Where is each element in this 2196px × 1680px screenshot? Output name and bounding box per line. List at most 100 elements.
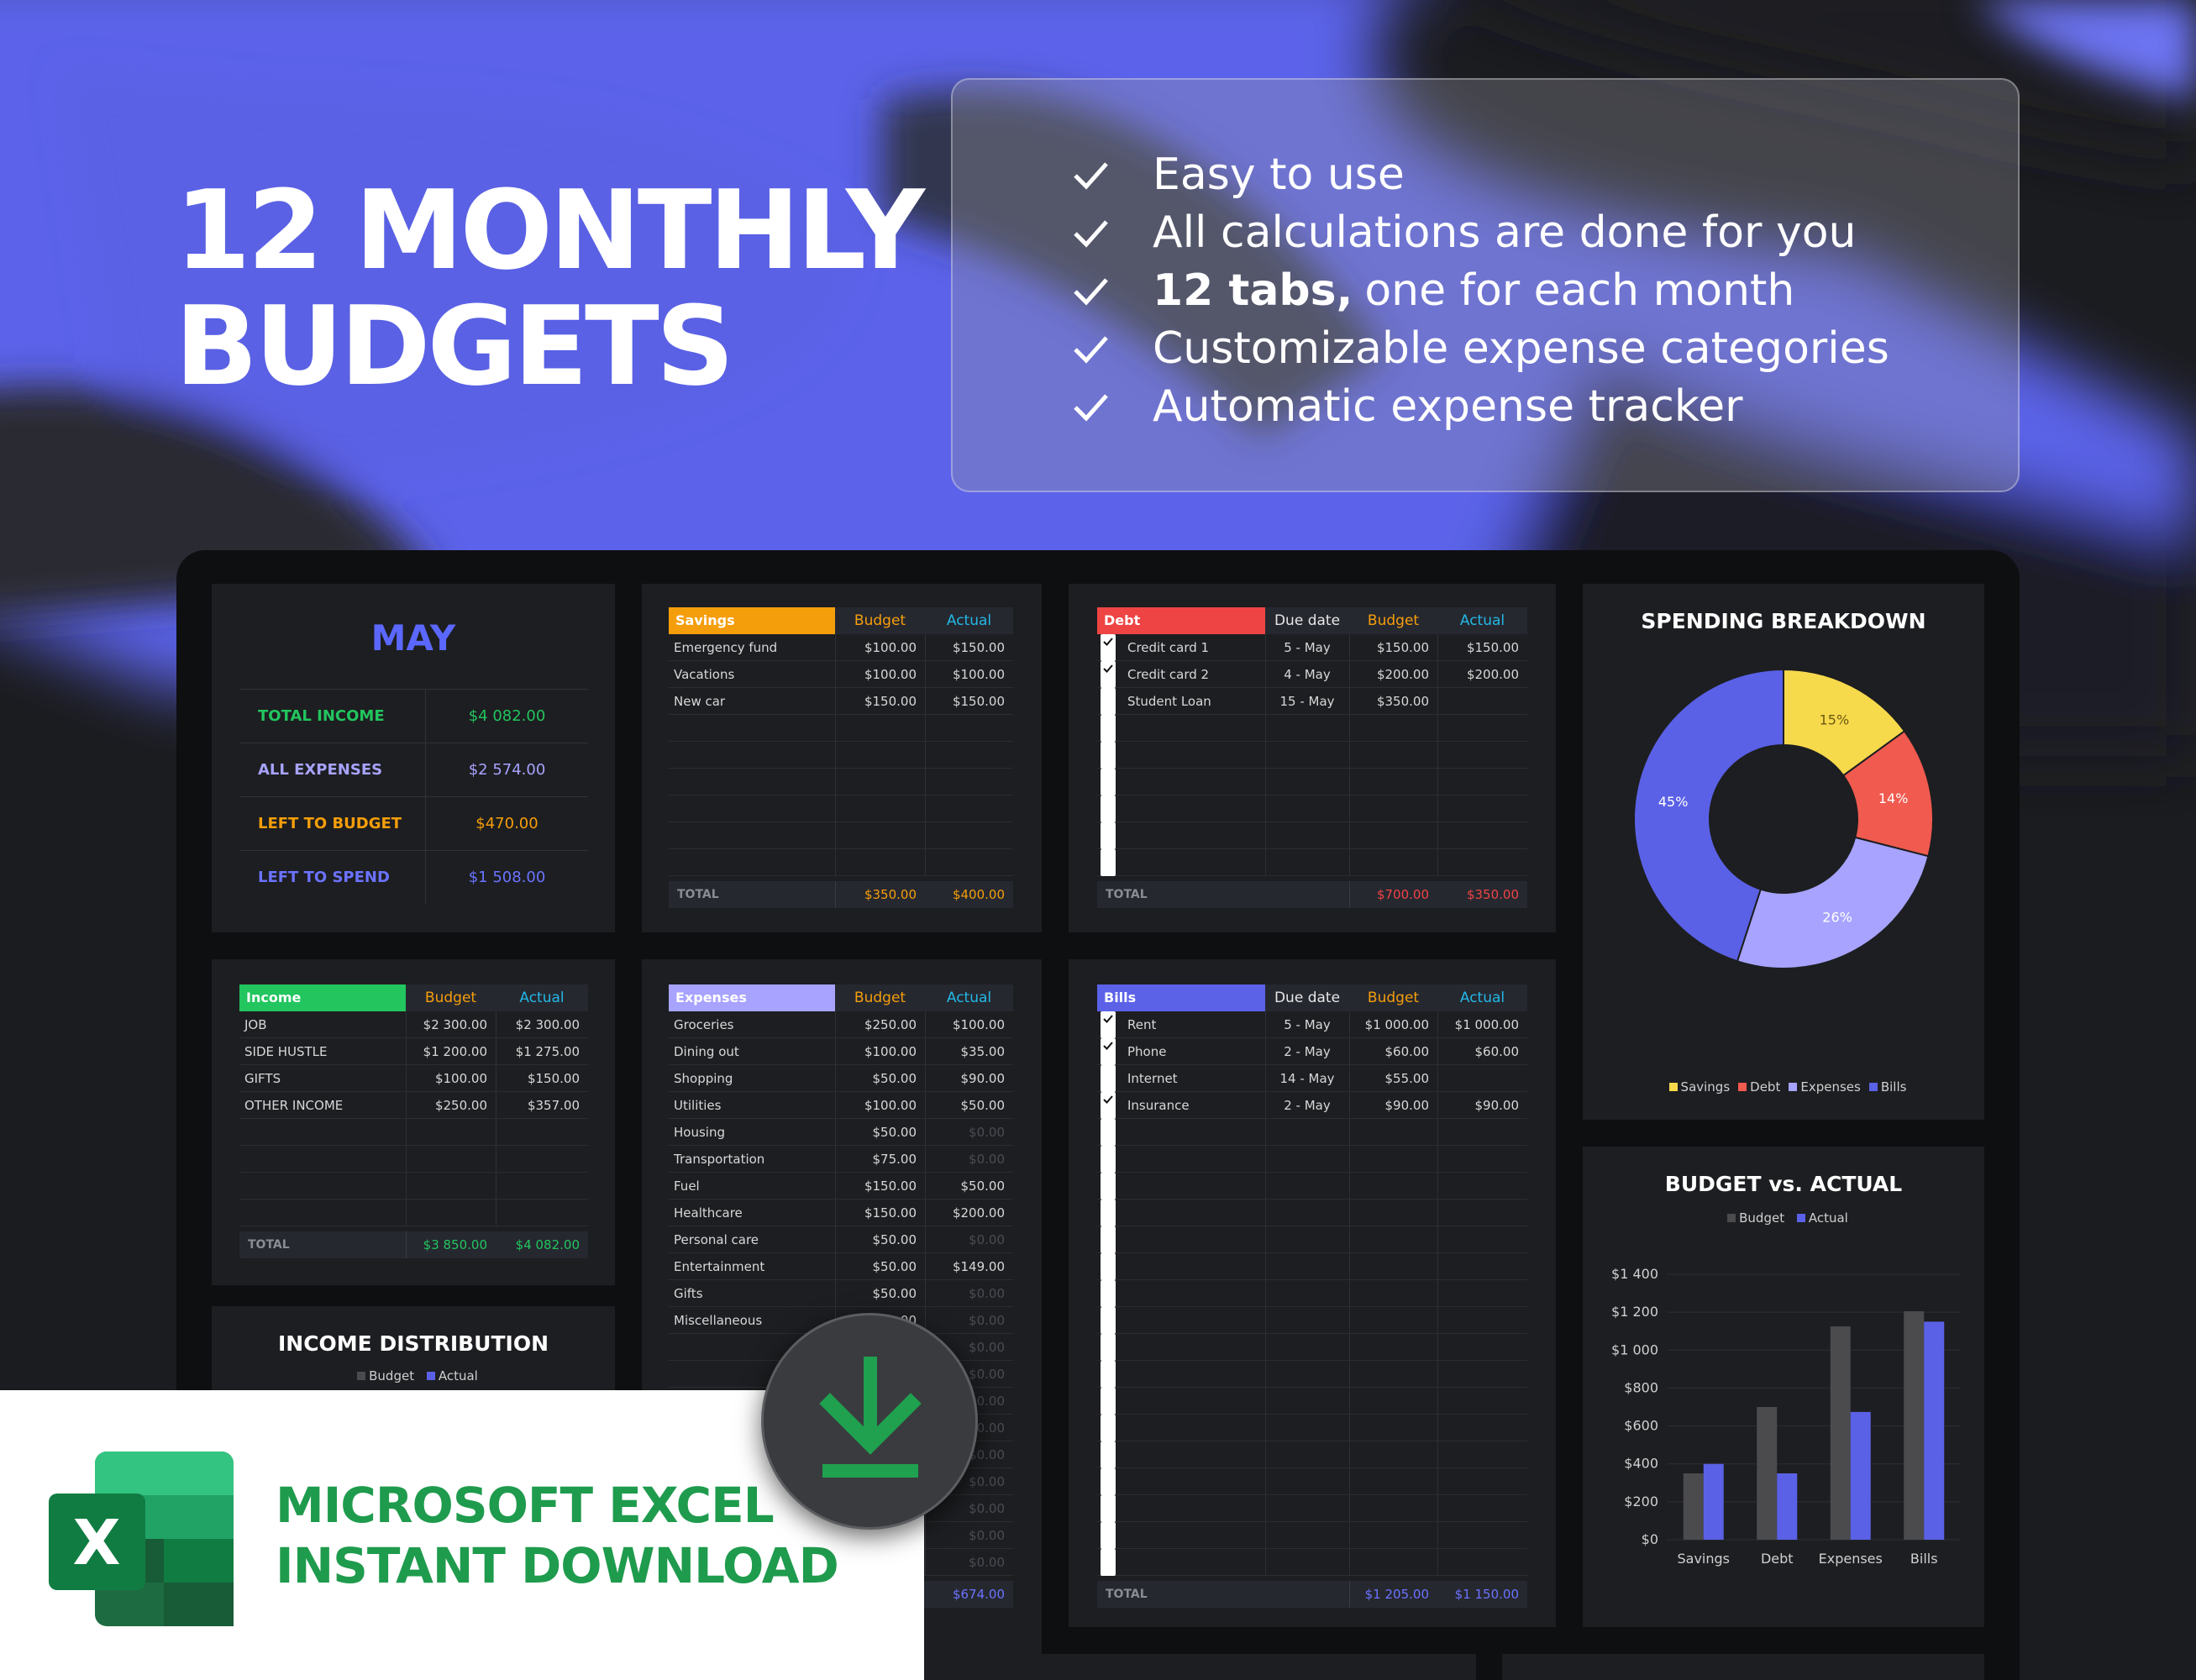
y-tick-label: $1 400	[1611, 1266, 1658, 1282]
row-checkbox[interactable]	[1101, 1173, 1116, 1200]
row-actual	[1437, 688, 1519, 715]
table-row: Healthcare $150.00 $200.00	[669, 1200, 1013, 1226]
row-checkbox[interactable]	[1101, 1468, 1116, 1495]
y-tick-label: $800	[1624, 1379, 1658, 1395]
budget-vs-actual-title: BUDGET vs. ACTUAL	[1664, 1172, 1903, 1196]
total-actual: $400.00	[952, 887, 1005, 902]
row-checkbox[interactable]	[1101, 1441, 1116, 1468]
banner-line-2: INSTANT DOWNLOAD	[276, 1537, 839, 1594]
row-checkbox[interactable]	[1101, 1092, 1116, 1119]
row-actual: $150.00	[1466, 640, 1519, 655]
row-checkbox[interactable]	[1101, 795, 1116, 822]
row-name: Entertainment	[674, 1259, 765, 1274]
bar-actual-expenses	[1850, 1411, 1871, 1540]
row-checkbox[interactable]	[1101, 1200, 1116, 1226]
row-budget: $350.00	[1376, 694, 1429, 709]
row-checkbox[interactable]	[1101, 634, 1116, 661]
summary-row: LEFT TO BUDGET $470.00	[239, 796, 588, 850]
row-checkbox[interactable]	[1101, 1307, 1116, 1334]
spending-breakdown-title: SPENDING BREAKDOWN	[1641, 609, 1926, 633]
checkmark-icon	[1074, 393, 1108, 422]
row-checkbox[interactable]	[1101, 769, 1116, 795]
table-row: Dining out $100.00 $35.00	[669, 1038, 1013, 1065]
row-actual: $2 300.00	[515, 1017, 580, 1032]
row-checkbox[interactable]	[1101, 1361, 1116, 1388]
y-tick-label: $200	[1624, 1494, 1658, 1509]
row-checkbox[interactable]	[1101, 1415, 1116, 1441]
row-checkbox[interactable]	[1101, 1226, 1116, 1253]
row-checkbox[interactable]	[1101, 1146, 1116, 1173]
legend-budget: Budget	[1739, 1210, 1785, 1226]
row-actual: $60.00	[1474, 1044, 1520, 1059]
debt-panel: Debt Due date Budget Actual Credit card 1 5 -…	[1069, 584, 1556, 932]
total-actual: $4 082.00	[515, 1237, 580, 1252]
row-actual	[1437, 1065, 1519, 1092]
row-checkbox[interactable]	[1101, 1334, 1116, 1361]
row-actual: $50.00	[960, 1098, 1006, 1113]
total-actual: $674.00	[952, 1587, 1005, 1602]
total-label: TOTAL	[1106, 1588, 1148, 1601]
budget-vs-actual-panel: BUDGET vs. ACTUAL Budget Actual $0 $200 $4…	[1583, 1147, 1984, 1627]
summary-label: TOTAL INCOME	[239, 690, 426, 743]
row-name: Rent	[1127, 1017, 1157, 1032]
row-checkbox[interactable]	[1101, 1065, 1116, 1092]
row-name: Credit card 1	[1127, 640, 1210, 655]
row-checkbox[interactable]	[1101, 661, 1116, 688]
banner-line-1: MICROSOFT EXCEL	[276, 1477, 775, 1534]
row-checkbox[interactable]	[1101, 1038, 1116, 1065]
total-budget: $3 850.00	[423, 1237, 487, 1252]
donut-slice-savings	[1783, 668, 1906, 777]
row-name: Student Loan	[1127, 694, 1211, 709]
table-row	[1097, 1173, 1527, 1200]
expenses-table-header: Expenses Budget Actual	[669, 984, 1013, 1011]
row-budget: $250.00	[434, 1098, 487, 1113]
row-checkbox[interactable]	[1101, 1495, 1116, 1522]
row-actual: $0.00	[969, 1286, 1005, 1301]
table-row: Housing $50.00 $0.00	[669, 1119, 1013, 1146]
row-checkbox[interactable]	[1101, 742, 1116, 769]
savings-title: Savings	[675, 612, 735, 628]
row-due-date: 15 - May	[1279, 694, 1335, 709]
row-actual: $0.00	[969, 1447, 1005, 1462]
row-checkbox[interactable]	[1101, 1388, 1116, 1415]
row-name: Phone	[1127, 1044, 1167, 1059]
row-checkbox[interactable]	[1101, 822, 1116, 849]
income-title: Income	[246, 990, 302, 1005]
row-checkbox[interactable]	[1101, 715, 1116, 742]
savings-total-row: TOTAL $350.00 $400.00	[669, 881, 1013, 908]
table-row	[1097, 742, 1527, 769]
feature-text: Automatic expense tracker	[1153, 381, 1743, 432]
col-budget: Budget	[854, 612, 906, 629]
row-name: SIDE HUSTLE	[244, 1044, 328, 1059]
row-checkbox[interactable]	[1101, 1119, 1116, 1146]
row-name: OTHER INCOME	[244, 1098, 344, 1113]
y-tick-label: $1 000	[1611, 1341, 1658, 1357]
table-row: Emergency fund $100.00 $150.00	[669, 634, 1013, 661]
row-name: Insurance	[1127, 1098, 1190, 1113]
download-button[interactable]	[761, 1313, 978, 1530]
row-budget: $2 300.00	[423, 1017, 487, 1032]
row-actual: $357.00	[527, 1098, 580, 1113]
table-row: OTHER INCOME $250.00 $357.00	[239, 1092, 588, 1119]
row-checkbox[interactable]	[1101, 1011, 1116, 1038]
row-checkbox[interactable]	[1101, 1280, 1116, 1307]
row-checkbox[interactable]	[1101, 849, 1116, 876]
row-budget: $250.00	[864, 1017, 917, 1032]
row-checkbox[interactable]	[1101, 1549, 1116, 1576]
table-row	[1097, 822, 1527, 849]
y-tick-label: $400	[1624, 1456, 1658, 1472]
row-due-date: 14 - May	[1279, 1071, 1335, 1086]
row-checkbox[interactable]	[1101, 1253, 1116, 1280]
row-budget: $50.00	[872, 1232, 917, 1247]
row-budget: $150.00	[864, 694, 917, 709]
table-row	[239, 1119, 588, 1146]
legend-actual: Actual	[1808, 1210, 1848, 1226]
row-checkbox[interactable]	[1101, 1522, 1116, 1549]
table-row	[669, 715, 1013, 742]
summary-panel: MAY TOTAL INCOME $4 082.00 ALL EXPENSES $2 …	[212, 584, 615, 932]
row-checkbox[interactable]	[1101, 688, 1116, 715]
table-row: Internet 14 - May $55.00	[1097, 1065, 1527, 1092]
feature-text: one for each month	[1364, 265, 1795, 316]
row-budget: $50.00	[872, 1259, 917, 1274]
row-budget: $100.00	[864, 1044, 917, 1059]
